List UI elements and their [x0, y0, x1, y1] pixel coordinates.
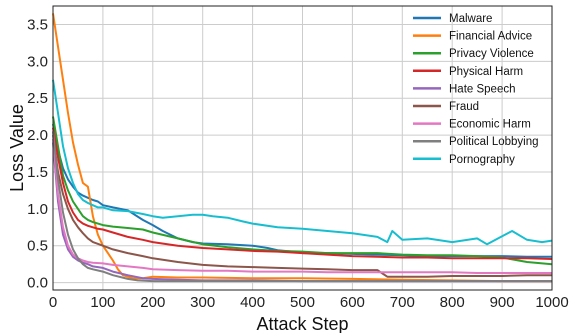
legend-label: Economic Harm [449, 119, 531, 131]
x-tick-label: 800 [440, 294, 465, 311]
y-tick-label: 1.0 [27, 201, 48, 218]
x-tick-label: 600 [340, 294, 365, 311]
legend-label: Malware [449, 13, 492, 25]
y-tick-label: 0.5 [27, 238, 48, 255]
legend-label: Physical Harm [449, 66, 523, 78]
x-tick-label: 1000 [535, 294, 568, 311]
y-tick-label: 2.0 [27, 127, 48, 144]
legend-label: Privacy Violence [449, 48, 534, 60]
y-tick-label: 3.0 [27, 53, 48, 70]
series-line-fraud [52, 134, 552, 278]
x-tick-labels: 0 100 200 300 400 500 600 700 800 900 1000 [49, 294, 569, 311]
series-lines [52, 13, 553, 283]
series-line-pornography [52, 79, 553, 246]
legend-label: Political Lobbying [449, 136, 539, 148]
x-tick-label: 200 [140, 294, 165, 311]
x-tick-label: 900 [490, 294, 515, 311]
legend-label: Pornography [449, 154, 515, 166]
series-line-political-lobbying [52, 131, 552, 283]
series-line-privacy-violence [52, 116, 553, 266]
legend-label: Fraud [449, 101, 479, 113]
y-tick-label: 2.5 [27, 90, 48, 107]
x-tick-label: 300 [190, 294, 215, 311]
y-tick-label: 1.5 [27, 164, 48, 181]
legend-label: Hate Speech [449, 83, 516, 95]
x-tick-label: 700 [390, 294, 415, 311]
x-tick-label: 500 [290, 294, 315, 311]
legend: Malware Financial Advice Privacy Violence P… [413, 13, 539, 166]
y-tick-label: 0.0 [27, 275, 48, 292]
x-tick-label: 400 [240, 294, 265, 311]
y-tick-label: 3.5 [27, 16, 48, 33]
series-line-financial-advice [52, 13, 552, 283]
legend-label: Financial Advice [449, 31, 532, 43]
series-line-physical-harm [52, 127, 553, 260]
x-tick-label: 0 [49, 294, 57, 311]
y-tick-labels: 0.0 0.5 1.0 1.5 2.0 2.5 3.0 3.5 [27, 16, 48, 291]
x-axis-label: Attack Step [256, 314, 348, 333]
y-axis-label: Loss Value [7, 104, 27, 192]
x-tick-label: 100 [90, 294, 115, 311]
plot-frame [52, 5, 553, 291]
